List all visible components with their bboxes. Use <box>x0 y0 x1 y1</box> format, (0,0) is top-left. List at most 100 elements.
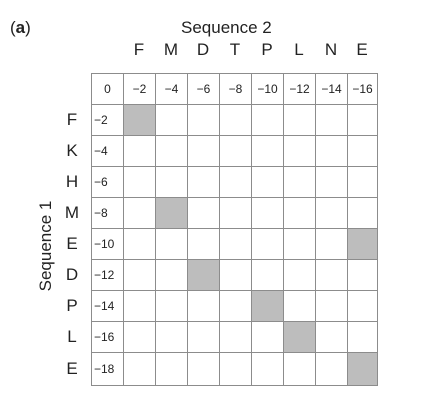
header-row-value-cell: −8 <box>219 73 252 105</box>
matrix-cell <box>219 104 252 136</box>
match-cell-shaded <box>347 352 378 386</box>
matrix-cell <box>315 166 348 198</box>
matrix-cell <box>315 290 348 322</box>
alignment-matrix: 0 −2 −4 −6 −8 −10 −12 −14 −16 −2 −4 −6 −8 −10 −12 −14 −1… <box>91 73 378 386</box>
matrix-cell <box>187 166 220 198</box>
sequence-2-title: Sequence 2 <box>181 18 272 37</box>
sequence-1-letter: M <box>64 202 80 222</box>
matrix-cell <box>283 197 316 229</box>
matrix-cell <box>219 290 252 322</box>
sequence-2-letter: F <box>133 40 145 59</box>
header-row-value-cell: −6 <box>187 73 220 105</box>
header-row-value-cell: −14 <box>315 73 348 105</box>
match-cell-shaded <box>155 197 188 229</box>
sequence-1-letter: K <box>66 140 78 160</box>
matrix-cell <box>251 352 284 386</box>
sequence-1-letter: E <box>66 358 78 378</box>
matrix-cell <box>123 321 156 353</box>
matrix-cell <box>315 228 348 260</box>
header-col-value-cell: −14 <box>91 290 124 322</box>
header-col-value-cell: −6 <box>91 166 124 198</box>
matrix-cell <box>187 352 220 386</box>
header-col-value-cell: −10 <box>91 228 124 260</box>
matrix-cell <box>155 290 188 322</box>
matrix-cell <box>251 197 284 229</box>
matrix-cell <box>251 104 284 136</box>
match-cell-shaded <box>251 290 284 322</box>
matrix-cell <box>155 228 188 260</box>
sequence-2-letter: P <box>261 40 273 59</box>
matrix-cell <box>155 259 188 291</box>
matrix-cell <box>347 259 378 291</box>
matrix-cell <box>347 321 378 353</box>
sequence-2-letter: M <box>163 40 179 59</box>
matrix-cell <box>315 197 348 229</box>
sequence-1-title: Sequence 1 <box>36 200 55 292</box>
panel-label: (a) <box>10 18 31 37</box>
sequence-1-letter: F <box>66 109 78 129</box>
matrix-cell <box>315 135 348 167</box>
matrix-cell <box>219 135 252 167</box>
matrix-cell <box>187 228 220 260</box>
matrix-cell <box>251 321 284 353</box>
header-row-value-cell: 0 <box>91 73 124 105</box>
header-col-value-cell: −2 <box>91 104 124 136</box>
matrix-cell <box>251 259 284 291</box>
header-col-value-cell: −8 <box>91 197 124 229</box>
matrix-cell <box>283 166 316 198</box>
matrix-cell <box>123 290 156 322</box>
sequence-1-letter: H <box>65 171 79 191</box>
matrix-cell <box>283 259 316 291</box>
matrix-cell <box>347 135 378 167</box>
matrix-cell <box>283 135 316 167</box>
matrix-cell <box>187 135 220 167</box>
header-col-value-cell: −4 <box>91 135 124 167</box>
sequence-2-letter: T <box>229 40 241 59</box>
matrix-cell <box>123 352 156 386</box>
matrix-cell <box>123 197 156 229</box>
matrix-cell <box>347 290 378 322</box>
matrix-cell <box>283 104 316 136</box>
match-cell-shaded <box>283 321 316 353</box>
match-cell-shaded <box>187 259 220 291</box>
matrix-cell <box>187 290 220 322</box>
sequence-2-letter: N <box>324 40 338 59</box>
matrix-cell <box>123 135 156 167</box>
header-row-value-cell: −4 <box>155 73 188 105</box>
header-row-value-cell: −16 <box>347 73 378 105</box>
header-row-value-cell: −12 <box>283 73 316 105</box>
matrix-cell <box>315 321 348 353</box>
matrix-cell <box>155 135 188 167</box>
sequence-2-letter: D <box>196 40 210 59</box>
matrix-cell <box>315 352 348 386</box>
matrix-cell <box>251 166 284 198</box>
matrix-cell <box>123 166 156 198</box>
matrix-cell <box>187 197 220 229</box>
matrix-cell <box>251 228 284 260</box>
matrix-cell <box>155 321 188 353</box>
header-col-value-cell: −18 <box>91 352 124 386</box>
matrix-cell <box>283 290 316 322</box>
matrix-cell <box>283 352 316 386</box>
matrix-cell <box>123 259 156 291</box>
matrix-cell <box>155 104 188 136</box>
sequence-2-letter: E <box>356 40 368 59</box>
matrix-cell <box>347 166 378 198</box>
matrix-cell <box>219 259 252 291</box>
matrix-cell <box>187 104 220 136</box>
matrix-cell <box>219 228 252 260</box>
sequence-1-letter: P <box>66 295 78 315</box>
matrix-cell <box>251 135 284 167</box>
header-col-value-cell: −12 <box>91 259 124 291</box>
matrix-cell <box>315 104 348 136</box>
matrix-cell <box>123 228 156 260</box>
matrix-cell <box>283 228 316 260</box>
sequence-1-letter: D <box>65 264 79 284</box>
header-col-value-cell: −16 <box>91 321 124 353</box>
match-cell-shaded <box>347 228 378 260</box>
match-cell-shaded <box>123 104 156 136</box>
matrix-cell <box>347 104 378 136</box>
sequence-2-letter: L <box>294 40 304 59</box>
matrix-cell <box>347 197 378 229</box>
matrix-cell <box>219 321 252 353</box>
